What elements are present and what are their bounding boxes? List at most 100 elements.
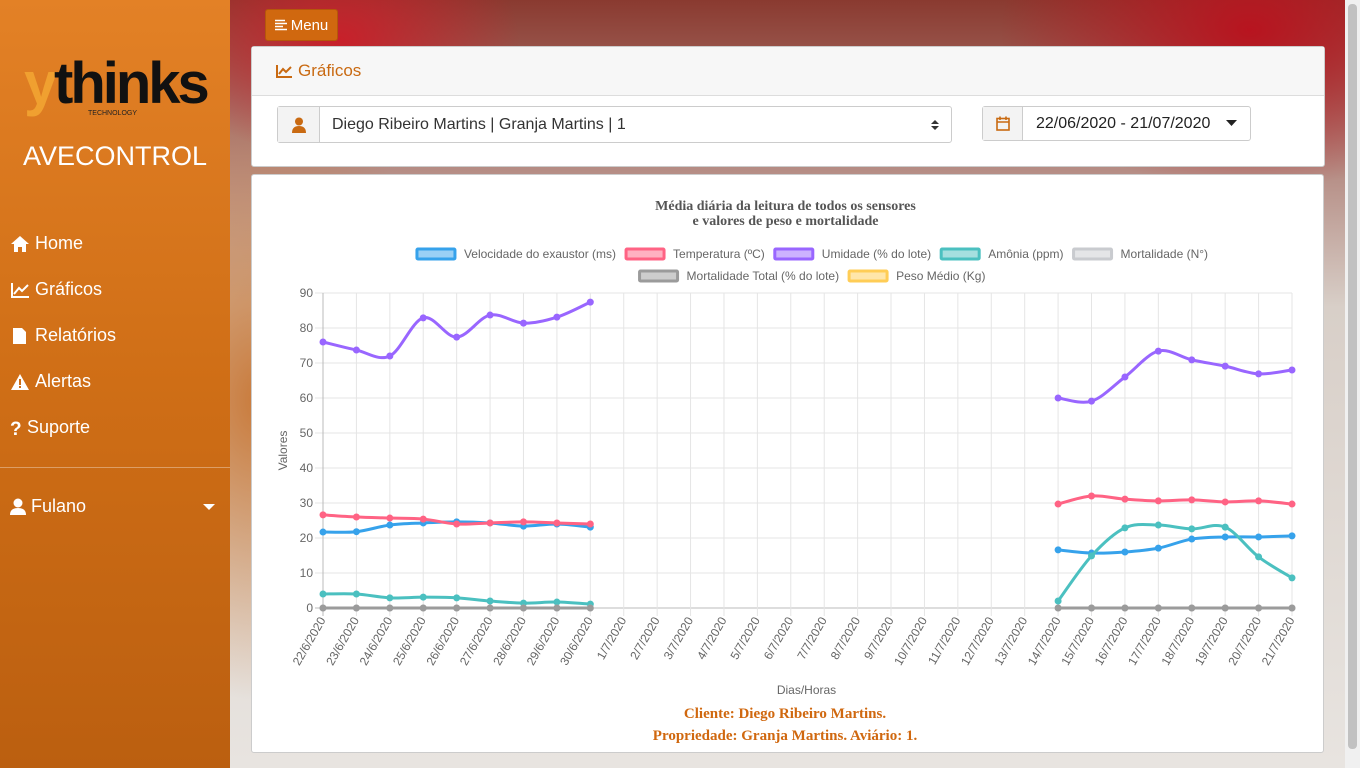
data-point [586,298,594,306]
card-header: Gráficos [252,47,1324,96]
series-line [322,300,1293,404]
legend-swatch [638,269,680,283]
data-point [386,604,394,612]
nav-suporte[interactable]: ? Suporte [10,417,90,438]
legend-swatch [773,247,815,261]
data-point [1221,533,1229,541]
date-picker[interactable]: 22/06/2020 - 21/07/2020 [982,106,1251,141]
y-axis-label: Valores [276,431,290,471]
legend-item: Amônia (ppm) [939,247,1064,261]
data-point [319,511,327,519]
data-point [1221,604,1229,612]
nav-label: Relatórios [35,325,117,345]
legend-label: Amônia (ppm) [988,247,1063,261]
data-point [1054,500,1062,508]
data-point [419,604,427,612]
data-point [419,515,427,523]
icon [11,373,29,390]
data-point [1088,552,1096,560]
legend-swatch [624,247,666,261]
icon [13,327,26,344]
chart-footer: Cliente: Diego Ribeiro Martins. [684,706,886,722]
legend-label: Mortalidade (N°) [1121,247,1209,261]
data-point [352,346,360,354]
legend-item: Mortalidade (N°) [1072,247,1209,261]
nav-graficos[interactable]: Gráficos [10,279,102,300]
chart-title: Média diária da leitura de todos os sens… [655,199,916,214]
x-tick-label: 3/7/2020 [661,614,697,662]
select-value: Diego Ribeiro Martins | Granja Martins |… [332,115,626,133]
data-point [319,528,327,536]
data-point [1188,535,1196,543]
data-point [453,333,461,341]
data-point [486,519,494,527]
nav-home[interactable]: Home [10,233,83,254]
icon [10,498,26,515]
client-select[interactable]: Diego Ribeiro Martins | Granja Martins |… [277,106,952,143]
nav-label: Home [35,233,84,253]
user-menu[interactable]: Fulano [10,496,215,517]
data-point [553,313,561,321]
menu-button[interactable]: Menu [265,9,338,41]
icon [274,19,287,31]
data-point [1154,544,1162,552]
icon [11,235,29,252]
data-point [319,590,327,598]
y-tick-label: 40 [300,461,314,475]
data-point [319,338,327,346]
app-name: AVECONTROL [22,141,208,171]
logo-sub: TECHNOLOGY [88,110,137,117]
y-tick-label: 50 [300,426,314,440]
icon: ? [10,419,22,437]
data-point [1154,497,1162,505]
data-point [553,598,561,606]
data-point [1221,523,1229,531]
data-point [1288,500,1296,508]
data-point [386,521,394,529]
icon [11,282,29,298]
data-point [519,604,527,612]
chart-card: Média diária da leitura de todos os sens… [251,174,1324,753]
y-tick-label: 90 [300,286,314,300]
data-point [1121,524,1129,532]
data-point [1154,347,1162,355]
divider [0,467,230,468]
sidebar: y thinks TECHNOLOGY AVECONTROL Home Gráf… [0,0,230,768]
data-point [553,519,561,527]
data-point [553,604,561,612]
x-tick-label: 9/7/2020 [861,614,897,662]
legend-item: Velocidade do exaustor (ms) [415,247,616,261]
x-tick-label: 1/7/2020 [594,614,630,662]
nav-label: Suporte [27,417,91,437]
data-point [1054,394,1062,402]
date-value: 22/06/2020 - 21/07/2020 [1036,114,1211,132]
nav-label: Alertas [35,371,92,391]
legend-swatch [415,247,457,261]
x-tick-label: 21/7/2020 [1259,614,1298,668]
y-tick-label: 70 [300,356,314,370]
data-point [1255,533,1263,541]
legend-label: Peso Médio (Kg) [896,269,985,283]
data-point [1121,548,1129,556]
select-arrows [931,119,939,130]
data-point [453,594,461,602]
legend-swatch [939,247,981,261]
card-title: Gráficos [298,61,362,80]
data-point [1188,496,1196,504]
legend-label: Umidade (% do lote) [822,247,931,261]
series-line [322,522,1293,606]
data-point [1154,604,1162,612]
chart-footer: Propriedade: Granja Martins. Aviário: 1. [653,728,918,744]
scrollbar [1345,0,1360,768]
nav-relatorios[interactable]: Relatórios [10,325,116,346]
data-point [486,311,494,319]
data-point [386,352,394,360]
data-point [1288,366,1296,374]
nav-alertas[interactable]: Alertas [10,371,91,392]
data-point [1121,495,1129,503]
data-point [1255,497,1263,505]
x-tick-label: 6/7/2020 [761,614,797,662]
data-point [486,604,494,612]
caret [203,503,215,510]
